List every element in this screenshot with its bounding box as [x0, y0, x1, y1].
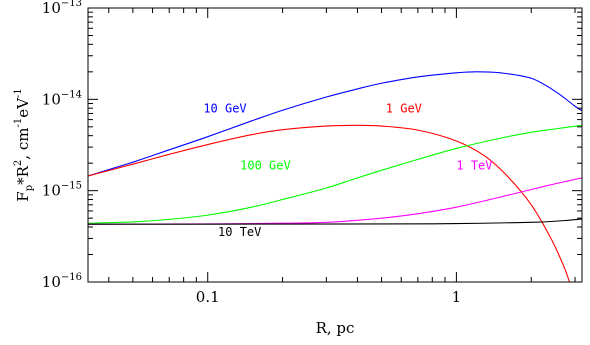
y-axis-title: Fp*R2, cm-1eV-1 — [13, 88, 35, 201]
y-axis-title-unit2-sup: -1 — [13, 88, 24, 98]
y-axis-title-base: F — [14, 191, 32, 201]
x-axis-title: R, pc — [316, 319, 355, 337]
y-tick-label: 10−13 — [42, 0, 82, 17]
y-tick-label: 10−16 — [42, 272, 82, 291]
y-axis-title-unit2: eV — [14, 97, 32, 118]
tick-labels: 10−16 10−15 10−14 10−13 0.1 1 — [42, 0, 461, 306]
y-axis-title-unit-sup: -1 — [13, 118, 24, 128]
series-line-3 — [87, 124, 583, 224]
y-tick-label: 10−15 — [42, 181, 82, 200]
series-label-2: 1 GeV — [386, 101, 422, 115]
series-label-4: 1 TeV — [456, 159, 492, 173]
series-lines — [87, 71, 583, 283]
series-line-1 — [87, 71, 583, 177]
y-axis-title-sup: 2 — [13, 160, 24, 166]
y-axis-title-mid: *R — [14, 165, 32, 185]
series-line-2 — [87, 124, 571, 283]
series-label-5: 10 TeV — [218, 225, 261, 239]
x-tick-label: 1 — [452, 288, 462, 306]
series-line-5 — [87, 218, 583, 225]
series-label-3: 100 GeV — [240, 159, 291, 173]
axis-ticks — [88, 7, 582, 283]
y-axis-title-unit: , cm — [14, 128, 32, 160]
y-tick-label: 10−14 — [42, 89, 82, 108]
series-labels: 10 GeV 1 GeV 100 GeV 1 TeV 10 TeV — [203, 101, 492, 238]
x-tick-label: 0.1 — [196, 288, 220, 306]
y-axis-title-sub: p — [24, 185, 35, 191]
series-label-1: 10 GeV — [203, 101, 246, 115]
plot-frame — [87, 7, 583, 283]
